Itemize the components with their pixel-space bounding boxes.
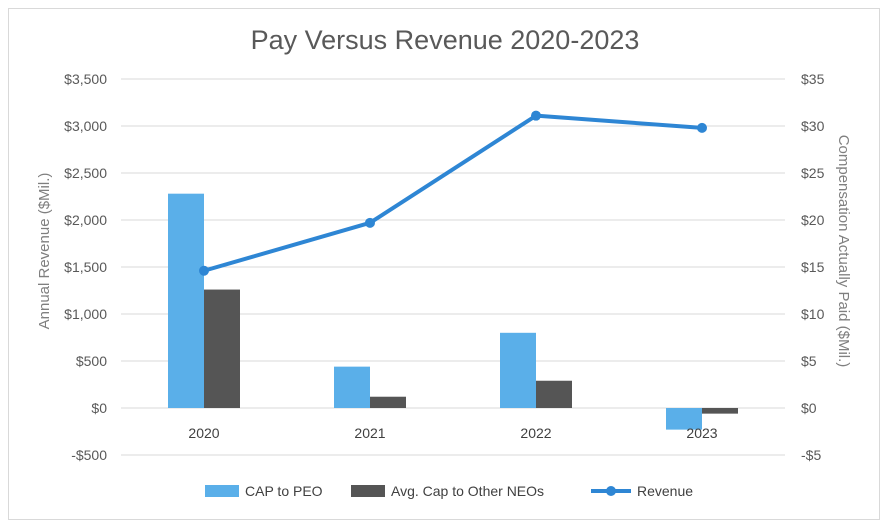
bars [168, 193, 738, 430]
cap-to-peo-bar [334, 366, 370, 408]
category-label: 2023 [686, 425, 717, 441]
right-tick-label: $20 [801, 212, 825, 228]
right-tick-label: $10 [801, 306, 825, 322]
revenue-line [203, 113, 703, 273]
legend-marker [606, 486, 616, 496]
right-tick-label: $0 [801, 400, 817, 416]
left-tick-label: $2,000 [64, 212, 107, 228]
revenue-point [365, 217, 375, 228]
left-tick-label: $3,000 [64, 118, 107, 134]
legend-label: Avg. Cap to Other NEOs [391, 483, 544, 499]
right-tick-label: -$5 [801, 447, 821, 463]
legend-swatch [205, 485, 239, 497]
left-tick-label: $0 [91, 400, 107, 416]
cap-to-peo-bar [168, 193, 204, 408]
legend-label: CAP to PEO [245, 483, 323, 499]
left-axis-ticks: -$500 $0 $500 $1,000 $1,500 $2,000 $2,500 $3,00… [64, 71, 107, 463]
avg-cap-to-other-neos-bar [536, 380, 572, 408]
right-tick-label: $25 [801, 165, 825, 181]
pay-versus-revenue-chart: Pay Versus Revenue 2020-2023 -$500 $0 $500… [36, 25, 852, 499]
category-label: 2022 [520, 425, 551, 441]
avg-cap-to-other-neos-bar [370, 396, 406, 408]
cap-to-peo-bar [666, 408, 702, 430]
left-tick-label: $500 [76, 353, 107, 369]
legend-swatch [351, 485, 385, 497]
legend-label: Revenue [637, 483, 693, 499]
right-axis-ticks: -$5 $0 $5 $10 $15 $20 $25 $30 $35 [801, 71, 825, 463]
category-labels: 2020 2021 2022 2023 [188, 425, 717, 441]
left-tick-label: $2,500 [64, 165, 107, 181]
category-label: 2021 [354, 425, 385, 441]
left-axis-title: Annual Revenue ($Mil.) [36, 173, 53, 330]
revenue-point [531, 110, 541, 121]
cap-to-peo-bar [500, 332, 536, 408]
right-tick-label: $15 [801, 259, 825, 275]
left-tick-label: $1,500 [64, 259, 107, 275]
avg-cap-to-other-neos-bar [702, 408, 738, 414]
chart-title: Pay Versus Revenue 2020-2023 [251, 25, 640, 55]
revenue-line-layer [199, 110, 707, 276]
revenue-point [199, 265, 209, 276]
right-tick-label: $30 [801, 118, 825, 134]
right-axis-title: Compensation Actually Paid ($Mil.) [835, 135, 852, 368]
revenue-point [697, 122, 707, 133]
legend: CAP to PEO Avg. Cap to Other NEOs Revenue [205, 483, 693, 499]
avg-cap-to-other-neos-bar [204, 289, 240, 408]
category-label: 2020 [188, 425, 219, 441]
left-tick-label: $1,000 [64, 306, 107, 322]
right-tick-label: $5 [801, 353, 817, 369]
right-tick-label: $35 [801, 71, 825, 87]
chart-frame: Pay Versus Revenue 2020-2023 -$500 $0 $500… [8, 8, 880, 520]
left-tick-label: -$500 [71, 447, 107, 463]
left-tick-label: $3,500 [64, 71, 107, 87]
